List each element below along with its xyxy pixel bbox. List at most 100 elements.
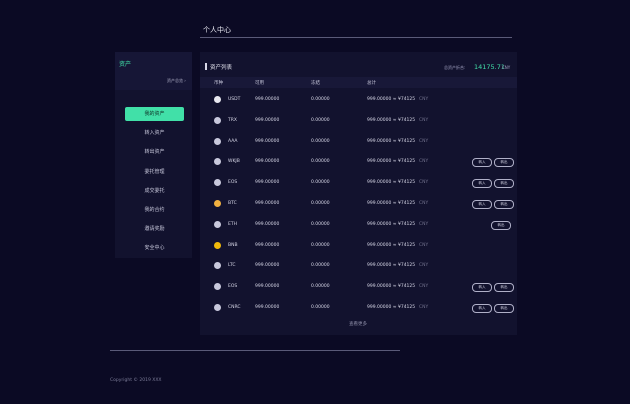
column-header: 可用 — [255, 81, 264, 86]
action-button[interactable]: 转入 — [472, 283, 492, 293]
sidebar-header — [115, 52, 192, 90]
page-title: 个人中心 — [203, 26, 231, 34]
action-button[interactable]: 转入 — [472, 158, 492, 168]
available: 999.00000 — [255, 284, 280, 290]
overview-link[interactable]: 资产总览 › — [167, 78, 186, 83]
total-unit: CNY — [419, 97, 429, 102]
total-label: 总资产折合: — [444, 65, 466, 70]
available: 999.00000 — [255, 138, 280, 144]
action-button[interactable]: 转出 — [494, 158, 514, 168]
total-unit: CNY — [419, 305, 429, 310]
title-bar — [205, 63, 207, 70]
copyright: Copyright © 2019 XXX — [110, 378, 162, 383]
frozen: 0.00000 — [311, 284, 330, 290]
available: 999.00000 — [255, 263, 280, 269]
available: 999.00000 — [255, 221, 280, 227]
total-unit: CNY — [419, 201, 429, 206]
frozen: 0.00000 — [311, 305, 330, 310]
coin-icon — [214, 304, 221, 311]
column-header: 总计 — [367, 81, 376, 86]
coin-icon — [214, 137, 221, 145]
action-button[interactable]: 转入 — [472, 179, 492, 189]
total: 999.00000 ≈ ¥74125 — [367, 180, 416, 186]
menu-item[interactable]: 委托管理 — [144, 168, 165, 175]
total: 999.00000 ≈ ¥74125 — [367, 221, 416, 227]
coin-icon — [214, 283, 221, 291]
menu-item[interactable]: 我的资产 — [125, 107, 184, 121]
column-header: 币种 — [214, 81, 223, 86]
coin-icon — [214, 158, 221, 166]
coin-icon — [214, 96, 221, 103]
total: 999.00000 ≈ ¥74125 — [367, 138, 416, 144]
action-button[interactable]: 转入 — [472, 304, 492, 313]
table-header — [200, 77, 517, 88]
frozen: 0.00000 — [311, 201, 330, 206]
menu-item[interactable]: 我的合约 — [144, 207, 165, 213]
action-button[interactable]: 转出 — [494, 283, 514, 293]
action-button[interactable]: 转入 — [472, 200, 492, 209]
more-link[interactable]: 查看更多 — [349, 322, 367, 327]
divider — [110, 350, 400, 351]
frozen: 0.00000 — [311, 242, 330, 248]
coin-name: EOS — [228, 284, 238, 290]
total: 999.00000 ≈ ¥74125 — [367, 242, 416, 248]
frozen: 0.00000 — [311, 159, 330, 165]
available: 999.00000 — [255, 159, 280, 165]
available: 999.00000 — [255, 201, 280, 206]
available: 999.00000 — [255, 97, 280, 102]
panel-title: 资产列表 — [210, 65, 233, 71]
coin-name: TRX — [228, 117, 237, 123]
coin-name: BNB — [228, 242, 238, 248]
sidebar-title: 资产 — [119, 61, 132, 68]
total-unit: CNY — [419, 263, 429, 269]
action-button[interactable]: 转出 — [494, 179, 514, 189]
total-unit: CNY — [419, 159, 429, 165]
action-button[interactable]: 转出 — [491, 220, 511, 230]
coin-name: EOS — [228, 180, 238, 186]
menu-item[interactable]: 安全中心 — [144, 245, 165, 252]
coin-name: BTC — [228, 201, 237, 206]
available: 999.00000 — [255, 305, 280, 310]
coin-icon — [214, 200, 221, 207]
column-header: 冻结 — [311, 81, 320, 86]
available: 999.00000 — [255, 242, 280, 248]
frozen: 0.00000 — [311, 263, 330, 269]
coin-icon — [214, 220, 221, 228]
coin-icon — [214, 262, 221, 270]
coin-icon — [214, 241, 221, 249]
total: 999.00000 ≈ ¥74125 — [367, 117, 416, 123]
divider — [200, 37, 512, 38]
coin-name: AAA — [228, 138, 238, 144]
total-unit: CNY — [419, 242, 429, 248]
coin-icon — [214, 179, 221, 187]
available: 999.00000 — [255, 180, 280, 186]
total-unit: CNY — [502, 65, 511, 70]
menu-item[interactable]: 邀请奖励 — [144, 226, 165, 233]
menu-item[interactable]: 转出资产 — [144, 149, 165, 156]
total-unit: CNY — [419, 180, 429, 186]
frozen: 0.00000 — [311, 221, 330, 227]
total: 999.00000 ≈ ¥74125 — [367, 97, 416, 102]
total-unit: CNY — [419, 117, 429, 123]
menu-item[interactable]: 转入资产 — [144, 130, 165, 137]
menu-item[interactable]: 成交委托 — [144, 187, 165, 194]
total: 999.00000 ≈ ¥74125 — [367, 305, 416, 310]
total: 999.00000 ≈ ¥74125 — [367, 263, 416, 269]
available: 999.00000 — [255, 117, 280, 123]
frozen: 0.00000 — [311, 138, 330, 144]
asset-panel — [200, 52, 517, 335]
action-button[interactable]: 转出 — [494, 200, 514, 209]
frozen: 0.00000 — [311, 180, 330, 186]
action-button[interactable]: 转出 — [494, 304, 514, 313]
total-value: 14175.71 — [474, 63, 506, 71]
coin-name: USDT — [228, 97, 241, 102]
frozen: 0.00000 — [311, 97, 330, 102]
coin-name: CNRC — [228, 305, 241, 310]
total: 999.00000 ≈ ¥74125 — [367, 201, 416, 206]
coin-name: LTC — [228, 263, 236, 269]
coin-name: ETH — [228, 221, 237, 227]
total-unit: CNY — [419, 138, 429, 144]
total: 999.00000 ≈ ¥74125 — [367, 159, 416, 165]
total: 999.00000 ≈ ¥74125 — [367, 284, 416, 290]
